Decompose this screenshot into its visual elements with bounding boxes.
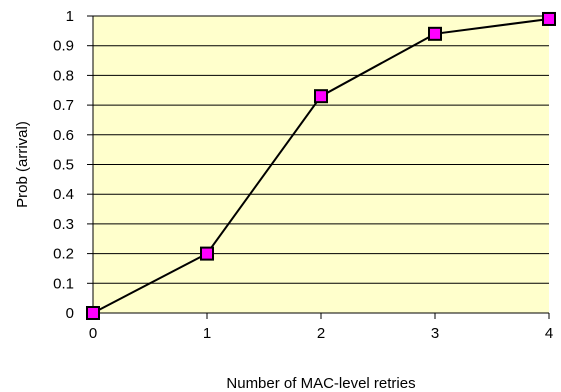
data-point-marker bbox=[314, 89, 328, 104]
series bbox=[86, 11, 556, 320]
data-point-marker bbox=[86, 306, 100, 320]
y-tick-label: 0.7 bbox=[53, 97, 74, 114]
y-tick-label: 0.3 bbox=[53, 216, 74, 233]
y-tick-labels: 0 0.1 0.2 0.3 0.4 0.5 0.6 0.7 0.8 0.9 1 bbox=[53, 8, 93, 322]
y-tick-label: 0.9 bbox=[53, 38, 74, 55]
x-tick-label: 3 bbox=[431, 325, 439, 342]
data-point-marker bbox=[200, 246, 214, 261]
y-axis-title: Prob (arrival) bbox=[14, 121, 31, 208]
y-tick-label: 0.1 bbox=[53, 275, 74, 292]
gridlines bbox=[92, 15, 549, 314]
x-tick-labels: 0 1 2 3 4 bbox=[89, 313, 553, 342]
y-tick-label: 0.2 bbox=[53, 246, 74, 263]
data-point-marker bbox=[428, 26, 442, 41]
x-tick-label: 1 bbox=[203, 325, 211, 342]
y-tick-label: 0.6 bbox=[53, 127, 74, 144]
y-tick-label: 0 bbox=[66, 305, 74, 322]
x-tick-label: 2 bbox=[317, 325, 325, 342]
x-tick-label: 0 bbox=[89, 325, 97, 342]
y-tick-label: 1 bbox=[66, 8, 74, 25]
y-tick-label: 0.4 bbox=[53, 186, 74, 203]
x-axis-title: Number of MAC-level retries bbox=[226, 375, 415, 392]
data-point-marker bbox=[542, 11, 556, 26]
x-tick-label: 4 bbox=[545, 325, 553, 342]
y-tick-label: 0.8 bbox=[53, 67, 74, 84]
y-tick-label: 0.5 bbox=[53, 157, 74, 174]
